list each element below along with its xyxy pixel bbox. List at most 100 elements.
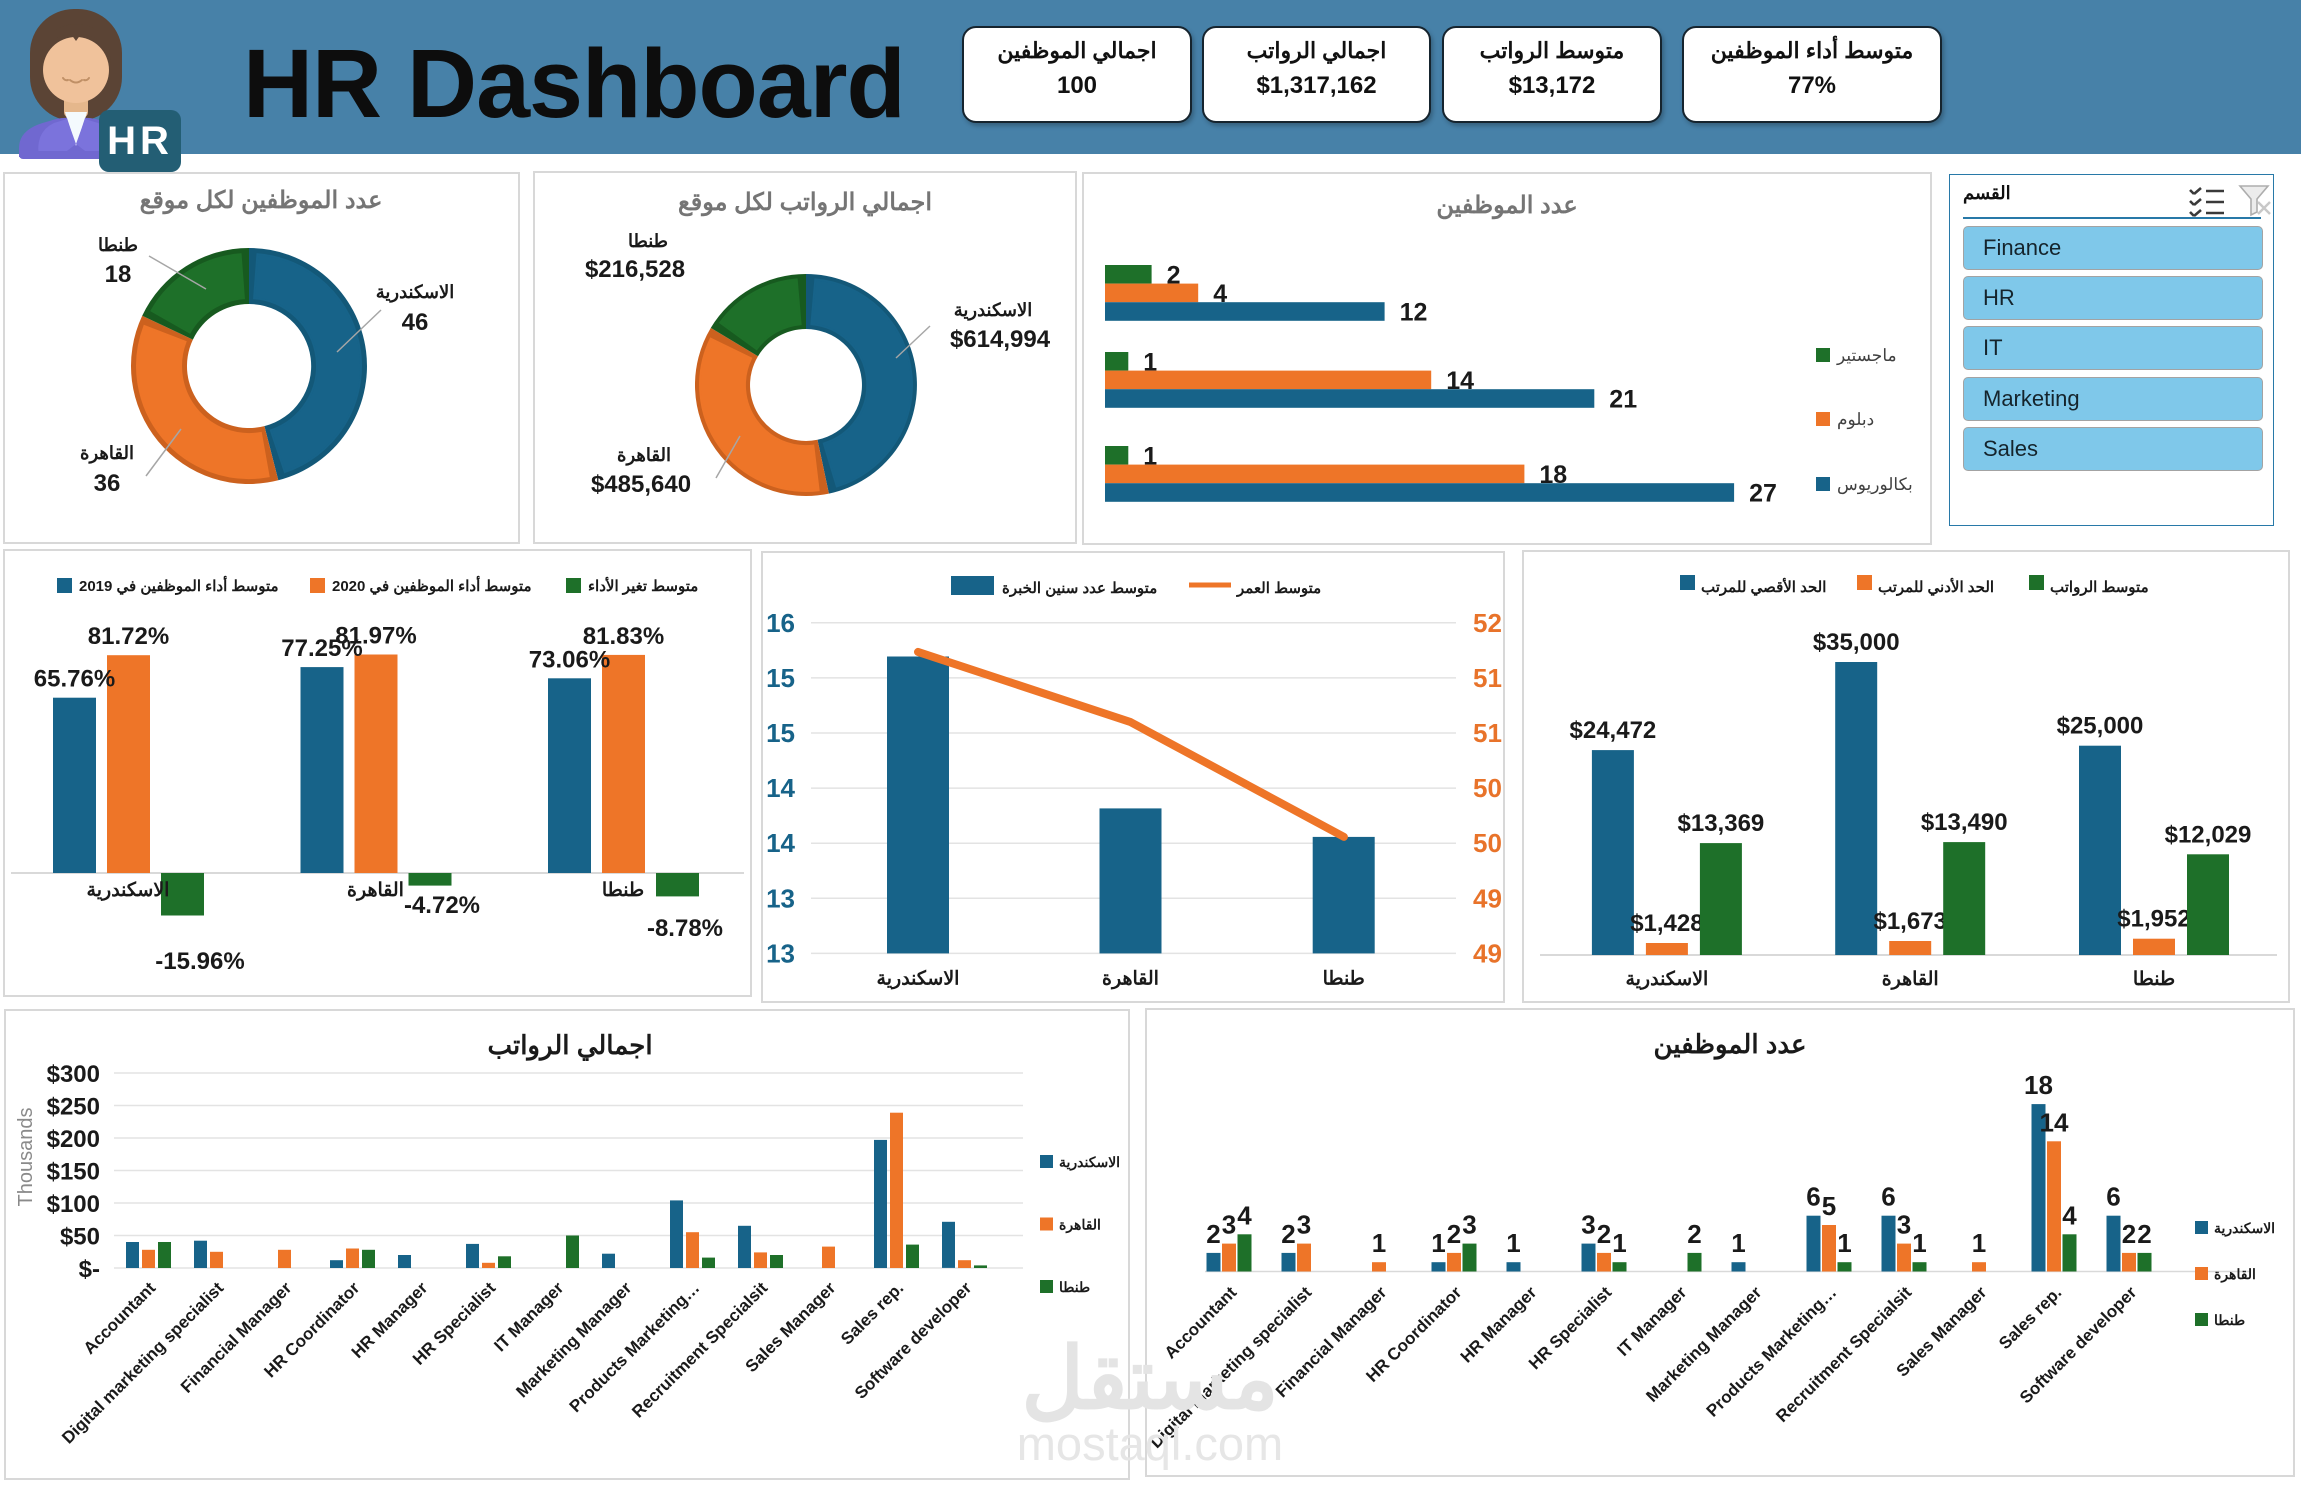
svg-text:13: 13 <box>766 883 795 913</box>
svg-text:Financial Manager: Financial Manager <box>177 1278 296 1397</box>
svg-text:52: 52 <box>1473 608 1502 638</box>
svg-text:81.72%: 81.72% <box>88 623 169 650</box>
svg-text:القاهرة: القاهرة <box>617 445 671 466</box>
svg-text:$24,472: $24,472 <box>1570 717 1657 744</box>
svg-text:3: 3 <box>1581 1210 1595 1240</box>
svg-text:Recruitment Specialsit: Recruitment Specialsit <box>1772 1283 1915 1426</box>
svg-text:$150: $150 <box>47 1159 100 1186</box>
svg-text:2: 2 <box>1597 1219 1611 1249</box>
svg-text:Sales rep.: Sales rep. <box>1995 1283 2065 1353</box>
svg-text:متوسط تغير الأداء: متوسط تغير الأداء <box>588 576 698 595</box>
svg-text:بكالوريوس: بكالوريوس <box>1837 475 1913 495</box>
svg-text:طنطا: طنطا <box>1059 1279 1090 1295</box>
svg-text:12: 12 <box>1400 299 1428 327</box>
svg-text:$1,428: $1,428 <box>1630 910 1703 937</box>
svg-text:$12,029: $12,029 <box>2165 821 2252 848</box>
svg-text:اجمالي الرواتب: اجمالي الرواتب <box>487 1030 652 1061</box>
svg-text:Products Marketing…: Products Marketing… <box>566 1278 704 1416</box>
svg-text:6: 6 <box>2106 1182 2120 1212</box>
svg-text:طنطا: طنطا <box>628 231 668 251</box>
svg-text:6: 6 <box>1881 1182 1895 1212</box>
svg-text:$50: $50 <box>60 1224 100 1251</box>
svg-text:$200: $200 <box>47 1126 100 1153</box>
svg-text:4: 4 <box>2062 1200 2077 1230</box>
svg-text:Sales rep.: Sales rep. <box>837 1278 907 1348</box>
svg-text:21: 21 <box>1609 386 1637 414</box>
svg-text:1: 1 <box>1837 1228 1851 1258</box>
svg-text:-4.72%: -4.72% <box>404 892 480 919</box>
svg-text:50: 50 <box>1473 773 1502 803</box>
svg-text:51: 51 <box>1473 663 1502 693</box>
svg-text:HR Manager: HR Manager <box>1457 1283 1541 1367</box>
svg-text:Recruitment Specialsit: Recruitment Specialsit <box>628 1278 771 1421</box>
svg-text:$216,528: $216,528 <box>585 256 685 283</box>
svg-text:عدد الموظفين لكل موقع: عدد الموظفين لكل موقع <box>140 187 383 215</box>
svg-text:49: 49 <box>1473 883 1502 913</box>
svg-text:$250: $250 <box>47 1094 100 1121</box>
svg-text:3: 3 <box>1462 1210 1476 1240</box>
svg-text:3: 3 <box>1897 1210 1911 1240</box>
svg-text:$13,369: $13,369 <box>1678 810 1765 837</box>
svg-text:متوسط العمر: متوسط العمر <box>1236 580 1321 597</box>
svg-text:81.83%: 81.83% <box>583 623 664 650</box>
svg-text:القاهرة: القاهرة <box>80 443 134 464</box>
svg-text:18: 18 <box>105 261 132 288</box>
svg-text:2019 متوسط أداء الموظفين في: 2019 متوسط أداء الموظفين في <box>79 575 279 596</box>
svg-text:1: 1 <box>1506 1228 1520 1258</box>
svg-text:الاسكندرية: الاسكندرية <box>877 968 960 989</box>
svg-text:6: 6 <box>1806 1182 1820 1212</box>
svg-text:2: 2 <box>1167 261 1181 289</box>
svg-text:14: 14 <box>766 828 795 858</box>
svg-text:القاهرة: القاهرة <box>1882 969 1939 990</box>
svg-text:متوسط الرواتب: متوسط الرواتب <box>2050 579 2149 596</box>
svg-text:1: 1 <box>1612 1228 1626 1258</box>
svg-text:الحد الأقصي للمرتب: الحد الأقصي للمرتب <box>1701 577 1826 597</box>
svg-text:18: 18 <box>2024 1070 2053 1100</box>
svg-text:51: 51 <box>1473 718 1502 748</box>
svg-text:1: 1 <box>1972 1228 1986 1258</box>
svg-text:4: 4 <box>1237 1200 1252 1230</box>
svg-text:طنطا: طنطا <box>602 880 644 901</box>
svg-text:2: 2 <box>1206 1219 1220 1249</box>
svg-text:13: 13 <box>766 938 795 968</box>
svg-text:الاسكندرية: الاسكندرية <box>1625 969 1708 990</box>
svg-text:2: 2 <box>2137 1219 2151 1249</box>
svg-text:القاهرة: القاهرة <box>1059 1217 1101 1234</box>
svg-text:Marketing Manager: Marketing Manager <box>512 1278 635 1401</box>
svg-text:الاسكندرية: الاسكندرية <box>954 300 1033 321</box>
svg-text:طنطا: طنطا <box>2214 1312 2245 1328</box>
svg-text:2: 2 <box>1687 1219 1701 1249</box>
svg-text:Thousands: Thousands <box>15 1108 37 1207</box>
svg-text:73.06%: 73.06% <box>529 646 610 673</box>
svg-text:$13,490: $13,490 <box>1921 809 2008 836</box>
svg-text:2: 2 <box>1281 1219 1295 1249</box>
svg-text:36: 36 <box>94 470 121 497</box>
svg-text:دبلوم: دبلوم <box>1837 410 1874 430</box>
svg-text:الاسكندرية: الاسكندرية <box>2214 1220 2275 1237</box>
svg-text:15: 15 <box>766 663 795 693</box>
svg-text:$485,640: $485,640 <box>591 471 691 498</box>
svg-text:2020 متوسط أداء الموظفين في: 2020 متوسط أداء الموظفين في <box>332 575 532 596</box>
svg-text:27: 27 <box>1749 480 1777 508</box>
svg-text:$1,673: $1,673 <box>1873 908 1946 935</box>
svg-text:5: 5 <box>1822 1191 1836 1221</box>
svg-text:طنطا: طنطا <box>98 235 138 255</box>
svg-text:$35,000: $35,000 <box>1813 629 1900 656</box>
svg-text:IT Manager: IT Manager <box>1613 1283 1690 1360</box>
svg-text:77.25%: 77.25% <box>281 635 362 662</box>
svg-text:$-: $- <box>79 1256 100 1283</box>
svg-text:46: 46 <box>402 309 429 336</box>
svg-text:16: 16 <box>766 608 795 638</box>
svg-text:1: 1 <box>1912 1228 1926 1258</box>
svg-text:الاسكندرية: الاسكندرية <box>376 282 455 303</box>
svg-text:1: 1 <box>1372 1228 1386 1258</box>
svg-text:الاسكندرية: الاسكندرية <box>1059 1154 1120 1171</box>
svg-text:القاهرة: القاهرة <box>347 880 404 901</box>
svg-text:القاهرة: القاهرة <box>2214 1266 2256 1283</box>
svg-text:1: 1 <box>1143 348 1157 376</box>
svg-text:65.76%: 65.76% <box>34 666 115 693</box>
svg-text:14: 14 <box>2040 1107 2069 1137</box>
svg-text:3: 3 <box>1222 1210 1236 1240</box>
svg-text:$1,952: $1,952 <box>2117 906 2190 933</box>
svg-text:متوسط عدد سنين الخبرة: متوسط عدد سنين الخبرة <box>1002 580 1157 597</box>
